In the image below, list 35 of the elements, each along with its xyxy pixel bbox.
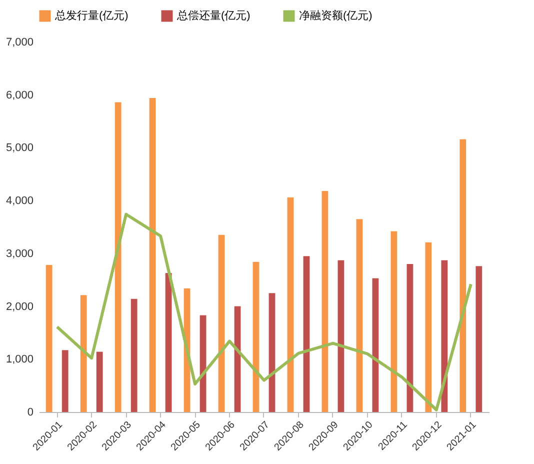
bar — [165, 272, 172, 412]
bar — [130, 298, 138, 412]
bar — [338, 260, 344, 412]
bar — [390, 231, 398, 412]
bar — [114, 102, 122, 412]
y-tick-label: 4,000 — [6, 195, 34, 208]
bar — [425, 242, 432, 412]
bar — [218, 234, 225, 412]
bar — [406, 264, 414, 412]
bar — [96, 352, 103, 412]
bar — [303, 256, 310, 412]
bar — [460, 139, 466, 412]
y-tick-label: 3,000 — [6, 248, 34, 260]
bar — [476, 266, 482, 412]
bar — [287, 197, 294, 412]
bar — [252, 262, 260, 412]
y-tick-label: 6,000 — [6, 89, 34, 102]
bar — [80, 295, 87, 412]
legend-label: 总发行量(亿元) — [54, 9, 128, 22]
y-tick-label: 1,000 — [6, 354, 34, 366]
y-tick-label: 0 — [27, 406, 34, 418]
bar — [322, 191, 328, 412]
bar — [268, 293, 276, 412]
bar — [441, 260, 448, 412]
legend-label: 总偿还量(亿元) — [176, 9, 250, 22]
bar — [372, 278, 379, 412]
y-tick-label: 5,000 — [6, 142, 34, 154]
y-tick-label: 7,000 — [6, 36, 34, 48]
bar — [149, 98, 156, 412]
bar — [62, 350, 68, 412]
bar — [356, 219, 363, 412]
line-series — [56, 212, 472, 412]
bar — [46, 265, 52, 412]
y-tick-label: 2,000 — [6, 300, 34, 313]
legend-label: 净融资额(亿元) — [299, 9, 372, 22]
